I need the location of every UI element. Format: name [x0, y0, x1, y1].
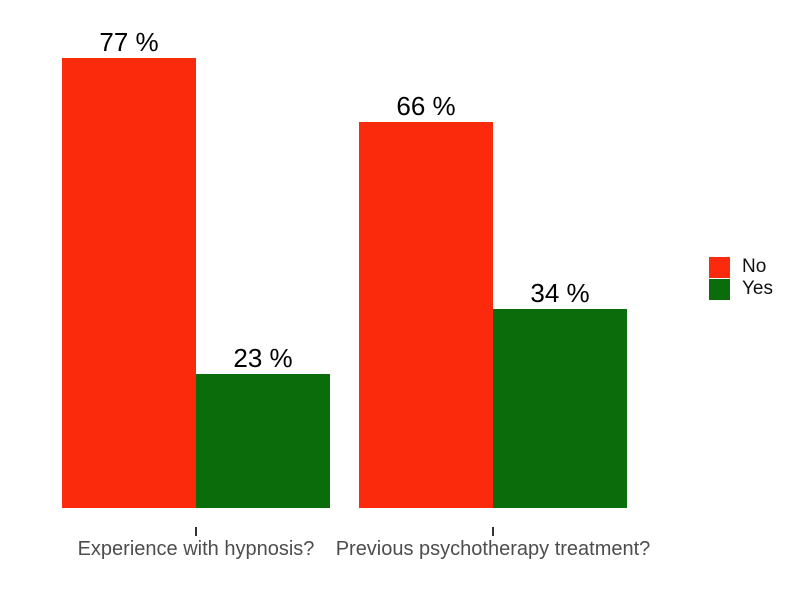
value-label-no-previous-psychotherapy-treatment: 66 % — [396, 91, 456, 121]
bar-yes-experience-with-hypnosis — [196, 374, 330, 508]
value-label-no-experience-with-hypnosis: 77 % — [99, 27, 159, 57]
value-label-yes-previous-psychotherapy-treatment: 34 % — [530, 278, 590, 308]
x-tick — [195, 527, 197, 536]
x-tick — [492, 527, 494, 536]
legend-swatch-no — [709, 256, 730, 278]
legend-item-no: No — [709, 256, 773, 278]
legend-label-yes: Yes — [742, 278, 773, 299]
legend-swatch-yes — [709, 278, 730, 300]
x-axis-label-experience-with-hypnosis: Experience with hypnosis? — [77, 538, 315, 560]
bar-no-experience-with-hypnosis — [62, 58, 196, 508]
bar-yes-previous-psychotherapy-treatment — [493, 309, 627, 508]
legend: No Yes — [709, 256, 773, 300]
legend-label-no: No — [742, 256, 767, 277]
value-label-yes-experience-with-hypnosis: 23 % — [233, 343, 293, 373]
bar-no-previous-psychotherapy-treatment — [359, 122, 493, 508]
x-axis-label-previous-psychotherapy-treatment: Previous psychotherapy treatment? — [335, 538, 651, 560]
legend-item-yes: Yes — [709, 278, 773, 300]
